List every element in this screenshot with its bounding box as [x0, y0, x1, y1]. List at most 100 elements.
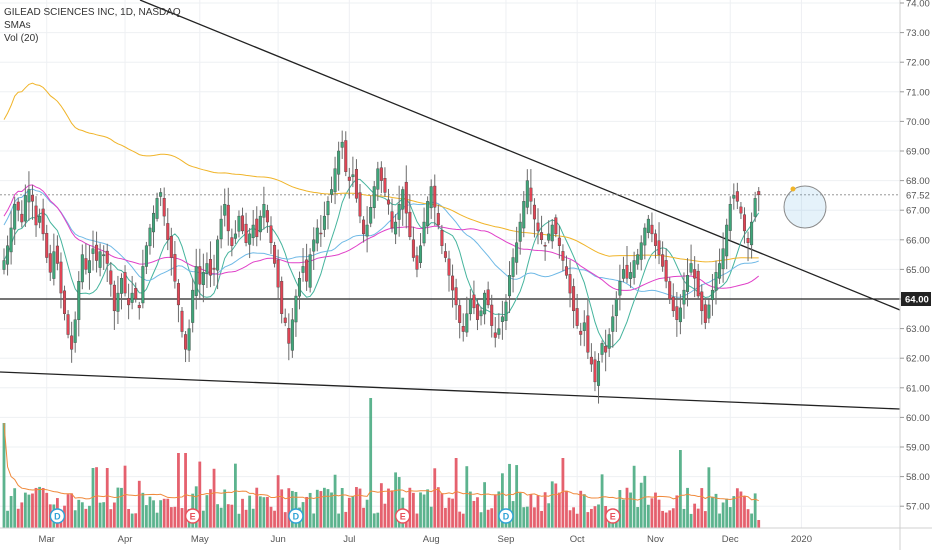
volume-bar	[219, 507, 223, 528]
candle-body	[607, 334, 611, 349]
candle-body	[696, 270, 700, 297]
candle-body	[447, 258, 451, 276]
price-tick-label: 58.00	[906, 472, 930, 483]
volume-bar	[315, 489, 319, 528]
candle-body	[703, 304, 707, 323]
support-price-badge	[901, 292, 931, 306]
descending-trendline	[139, 0, 901, 311]
volume-bar	[565, 490, 568, 528]
candle-body	[433, 185, 437, 208]
volume-bar	[333, 474, 337, 528]
volume-layer	[2, 398, 761, 528]
candle-body	[155, 198, 159, 219]
volume-bar	[454, 458, 458, 528]
volume-bar	[689, 513, 693, 528]
volume-bar	[525, 506, 529, 528]
volume-bar	[77, 499, 81, 528]
candle-body	[700, 291, 704, 312]
volume-bar	[757, 520, 761, 528]
volume-bar	[379, 483, 383, 528]
candle-body	[475, 304, 479, 320]
volume-bar	[718, 513, 721, 528]
legend-study-volume[interactable]: Vol (20)	[4, 33, 39, 44]
candle-body	[454, 287, 458, 306]
candle-body	[525, 180, 529, 208]
candle-body	[326, 201, 330, 216]
volume-bar	[743, 496, 746, 528]
alert-dot	[790, 186, 796, 192]
candle-body	[451, 275, 455, 291]
candle-body	[508, 275, 512, 297]
event-marker-label: E	[190, 512, 196, 522]
volume-bar	[447, 497, 451, 528]
candle-body	[241, 215, 245, 232]
candle-body	[461, 326, 465, 332]
candle-body	[226, 204, 230, 232]
candle-body	[351, 174, 355, 178]
chart-legend: GILEAD SCIENCES INC, 1D, NASDAQ SMAs Vol…	[4, 6, 181, 45]
volume-bar	[347, 497, 351, 528]
candle-body	[376, 168, 380, 190]
candle-body	[330, 189, 334, 195]
volume-bar	[433, 468, 437, 528]
candle-body	[575, 308, 579, 326]
candle-body	[532, 204, 536, 220]
volume-bar	[582, 494, 586, 528]
candle-body	[739, 206, 743, 214]
legend-study-smas[interactable]: SMAs	[4, 20, 31, 31]
volume-bar	[547, 503, 551, 528]
volume-bar	[369, 398, 373, 528]
candle-body	[394, 221, 398, 235]
candle-body	[621, 269, 625, 279]
candle-body	[216, 239, 220, 271]
candle-body	[305, 259, 309, 282]
volume-bar	[376, 512, 380, 528]
candle-body	[297, 278, 301, 297]
volume-bar	[501, 473, 504, 528]
candle-body	[205, 263, 209, 274]
volume-bar	[134, 513, 138, 528]
candle-body	[116, 292, 120, 312]
volume-bar	[280, 489, 284, 528]
candle-body	[682, 289, 686, 305]
candle-body	[426, 201, 430, 227]
time-tick-label: Aug	[423, 534, 440, 545]
candle-body	[340, 141, 344, 148]
candle-body	[604, 345, 608, 353]
volume-bar	[586, 512, 590, 528]
volume-bar	[643, 475, 647, 528]
candle-body	[401, 189, 405, 210]
volume-bar	[557, 492, 561, 528]
candle-body	[134, 287, 138, 300]
volume-bar	[383, 503, 387, 528]
candle-body	[735, 191, 739, 202]
candle-body	[358, 192, 362, 217]
volume-bar	[468, 491, 472, 528]
volume-bar	[515, 465, 519, 528]
volume-bar	[13, 488, 17, 528]
volume-bar	[130, 513, 134, 528]
candle-body	[589, 356, 593, 365]
volume-bar	[255, 487, 259, 528]
candle-body	[386, 199, 390, 205]
candle-body	[119, 278, 123, 294]
candle-body	[283, 317, 287, 323]
volume-bar	[394, 472, 397, 528]
candle-body	[600, 343, 604, 355]
volume-bar	[590, 508, 593, 528]
candle-body	[319, 232, 323, 235]
volume-bar	[732, 496, 736, 528]
volume-bar	[429, 506, 433, 528]
legend-symbol[interactable]: GILEAD SCIENCES INC, 1D, NASDAQ	[4, 7, 181, 18]
candle-body	[707, 304, 711, 319]
volume-bar	[543, 492, 547, 528]
candle-body	[98, 251, 102, 268]
price-tick-label: 68.00	[906, 176, 930, 187]
volume-bar	[287, 488, 291, 528]
volume-bar	[105, 468, 109, 528]
volume-bar	[657, 499, 661, 528]
volume-bar	[27, 494, 31, 528]
candle-body	[493, 332, 497, 338]
